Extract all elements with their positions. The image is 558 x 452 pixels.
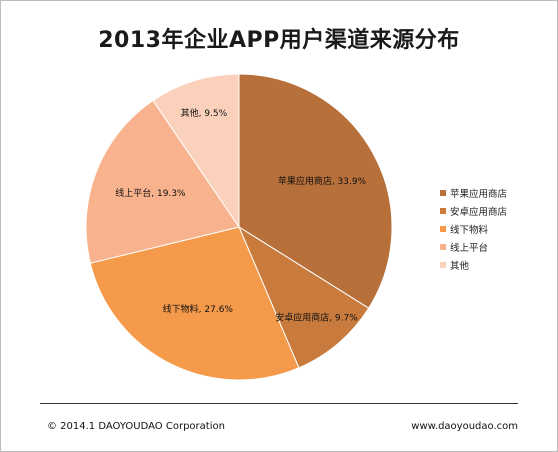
slice-labels: 苹果应用商店, 33.9% 安卓应用商店, 9.7% 线下物料, 27.6% 线上平台… [115,107,366,324]
legend-label: 其他 [450,261,470,272]
footer-copyright: © 2014.1 DAOYOUDAO Corporation [47,421,225,432]
slice-label-4: 线上平台, 19.3% [115,187,186,199]
legend-item-1: 苹果应用商店 [440,184,507,202]
pie-slice-4 [85,99,240,264]
slice-label-3: 线下物料, 27.6% [163,303,234,315]
footer-website[interactable]: www.daoyoudao.com [411,421,518,432]
legend-item-3: 线下物料 [440,220,507,238]
legend-swatch [440,190,446,196]
legend-swatch [440,208,446,214]
chart-title: 2013年企业APP用户渠道来源分布 [98,28,460,53]
legend-label: 线下物料 [450,225,489,236]
slice-label-1: 苹果应用商店, 33.9% [278,175,367,187]
pie-slice-1 [238,73,393,309]
legend-swatch [440,244,446,250]
legend-item-4: 线上平台 [440,238,507,256]
slice-label-5: 其他, 9.5% [181,107,228,119]
legend-item-2: 安卓应用商店 [440,202,507,220]
pie-slice-3 [89,226,300,381]
pie-slice-5 [152,73,240,229]
legend-label: 苹果应用商店 [450,189,508,200]
pie-slices [85,73,393,381]
chart-legend: 苹果应用商店 安卓应用商店 线下物料线上平台其他 [440,184,507,274]
pie-slice-2 [237,225,370,369]
legend-label: 安卓应用商店 [450,207,508,218]
legend-swatch [440,262,446,268]
slice-label-2: 安卓应用商店, 9.7% [275,312,358,324]
legend-label: 线上平台 [450,243,489,254]
legend-swatch [440,226,446,232]
legend-item-5: 其他 [440,256,507,274]
footer-divider [40,403,518,404]
